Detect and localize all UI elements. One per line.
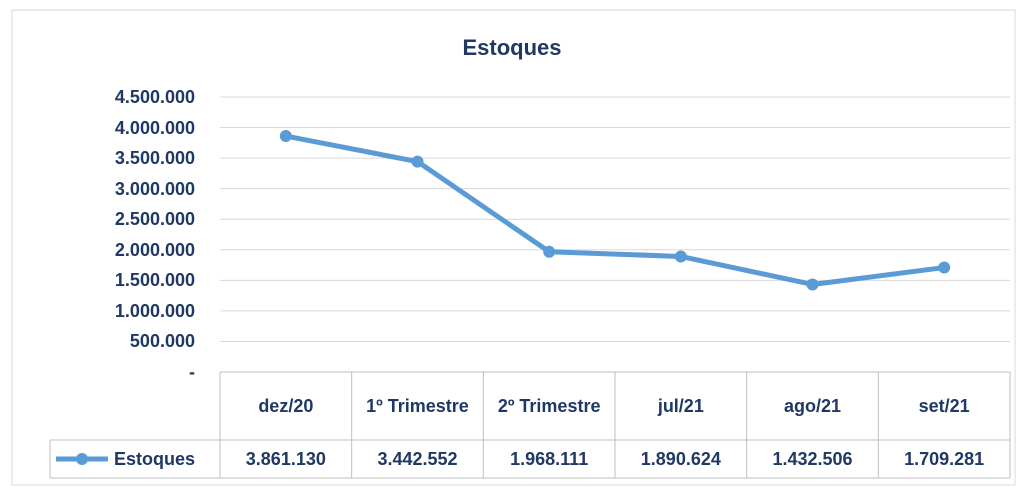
data-point: [806, 278, 819, 291]
data-point: [543, 245, 556, 258]
y-tick-label: 1.000.000: [114, 300, 195, 321]
y-tick-label: 1.500.000: [114, 270, 195, 291]
table-value: 1.432.506: [772, 449, 853, 469]
y-tick-label: 500.000: [129, 331, 195, 352]
category-label: 2º Trimestre: [497, 396, 601, 416]
data-point: [279, 130, 292, 143]
table-value: 1.709.281: [904, 449, 985, 469]
data-point: [938, 261, 951, 274]
category-label: set/21: [918, 396, 970, 416]
y-tick-label: -: [189, 362, 195, 382]
legend-marker: [76, 453, 88, 465]
y-tick-label: 2.000.000: [114, 239, 195, 260]
y-tick-label: 2.500.000: [114, 209, 195, 230]
y-tick-label: 4.000.000: [114, 117, 195, 138]
category-label: jul/21: [657, 396, 704, 416]
category-label: ago/21: [783, 396, 841, 416]
table-value: 3.861.130: [245, 449, 326, 469]
data-point: [674, 250, 687, 263]
chart-title: Estoques: [462, 35, 562, 60]
table-value: 3.442.552: [377, 449, 458, 469]
table-value: 1.968.111: [510, 449, 589, 469]
y-tick-label: 3.500.000: [114, 148, 195, 169]
data-point: [411, 155, 424, 168]
y-tick-label: 4.500.000: [114, 87, 195, 107]
category-label: 1º Trimestre: [366, 396, 469, 416]
y-tick-label: 3.000.000: [114, 178, 195, 199]
category-label: dez/20: [258, 396, 314, 416]
table-value: 1.890.624: [640, 449, 721, 469]
data-line: [285, 133, 945, 287]
chart-border: [11, 9, 1016, 486]
legend-label: Estoques: [114, 449, 196, 469]
